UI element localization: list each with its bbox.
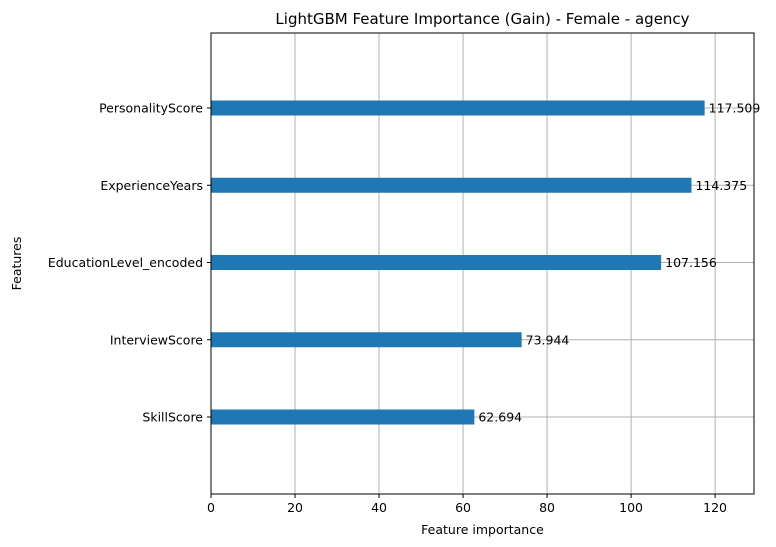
bar-SkillScore (211, 409, 475, 425)
plot-frame (210, 32, 755, 495)
bar-InterviewScore (211, 332, 522, 348)
x-tick-label: 80 (539, 500, 555, 515)
y-tick-label: EducationLevel_encoded (48, 255, 203, 270)
y-tick-label: SkillScore (142, 410, 203, 425)
bar-ExperienceYears (211, 177, 692, 193)
y-tick-label: InterviewScore (110, 332, 203, 347)
data-label: 107.156 (665, 255, 717, 270)
chart-title: LightGBM Feature Importance (Gain) - Fem… (275, 10, 689, 28)
y-axis-title: Features (9, 237, 24, 291)
data-label: 117.509 (709, 101, 761, 116)
value-labels: 117.509 114.375 107.156 73.944 62.694 (478, 101, 760, 425)
bars (211, 100, 705, 425)
x-axis-ticks: 0 20 40 60 80 100 120 (207, 494, 727, 515)
x-tick-label: 0 (207, 500, 215, 515)
data-label: 73.944 (526, 332, 570, 347)
x-axis-title: Feature importance (421, 522, 544, 537)
x-tick-label: 60 (455, 500, 471, 515)
x-tick-label: 120 (703, 500, 727, 515)
data-label: 62.694 (478, 410, 522, 425)
bar-EducationLevel_encoded (211, 255, 662, 270)
y-tick-label: ExperienceYears (100, 178, 203, 193)
data-label: 114.375 (695, 178, 747, 193)
y-tick-label: PersonalityScore (99, 101, 203, 116)
bar-PersonalityScore (211, 100, 705, 116)
x-tick-label: 100 (619, 500, 643, 515)
x-tick-label: 40 (371, 500, 387, 515)
y-axis-ticks: PersonalityScore ExperienceYears Education… (48, 101, 211, 425)
x-tick-label: 20 (287, 500, 303, 515)
